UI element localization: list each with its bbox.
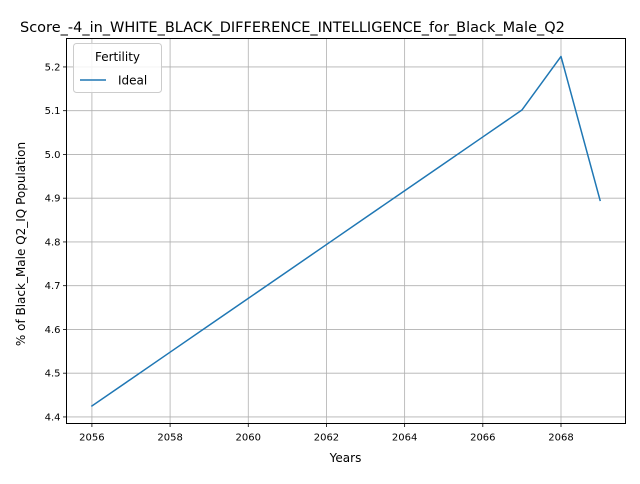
- y-tick-label: 5.1: [45, 106, 61, 117]
- legend-label-ideal: Ideal: [118, 74, 147, 88]
- legend: Fertility Ideal: [73, 43, 162, 93]
- y-tick-label: 4.9: [45, 194, 61, 205]
- x-tick-label: 2064: [392, 433, 417, 444]
- series-layer: [90, 55, 602, 408]
- y-tick-label: 4.6: [45, 325, 61, 336]
- x-tick-label: 2058: [157, 433, 182, 444]
- ticks-layer: 2056 2058 2060 2062 2064 2066 2068 4.4 4.5 4.6 4.7…: [45, 62, 574, 443]
- legend-title: Fertility: [95, 50, 140, 64]
- x-tick-label: 2060: [236, 433, 261, 444]
- y-tick-label: 5.0: [45, 150, 61, 161]
- y-tick-label: 4.8: [45, 237, 61, 248]
- x-tick-label: 2068: [548, 433, 573, 444]
- y-tick-label: 4.4: [45, 412, 61, 423]
- x-tick-label: 2056: [79, 433, 104, 444]
- y-tick-label: 4.7: [45, 281, 61, 292]
- y-tick-label: 5.2: [45, 62, 61, 73]
- y-tick-label: 4.5: [45, 369, 61, 380]
- x-axis-label: Years: [329, 451, 362, 465]
- x-tick-label: 2062: [314, 433, 339, 444]
- chart-title: Score_-4_in_WHITE_BLACK_DIFFERENCE_INTEL…: [20, 20, 565, 36]
- grid-layer: [66, 38, 626, 424]
- x-tick-label: 2066: [470, 433, 495, 444]
- y-axis-label: % of Black_Male Q2_IQ Population: [14, 142, 28, 346]
- plot-frame: [66, 38, 626, 424]
- series-line-ideal: [90, 55, 602, 408]
